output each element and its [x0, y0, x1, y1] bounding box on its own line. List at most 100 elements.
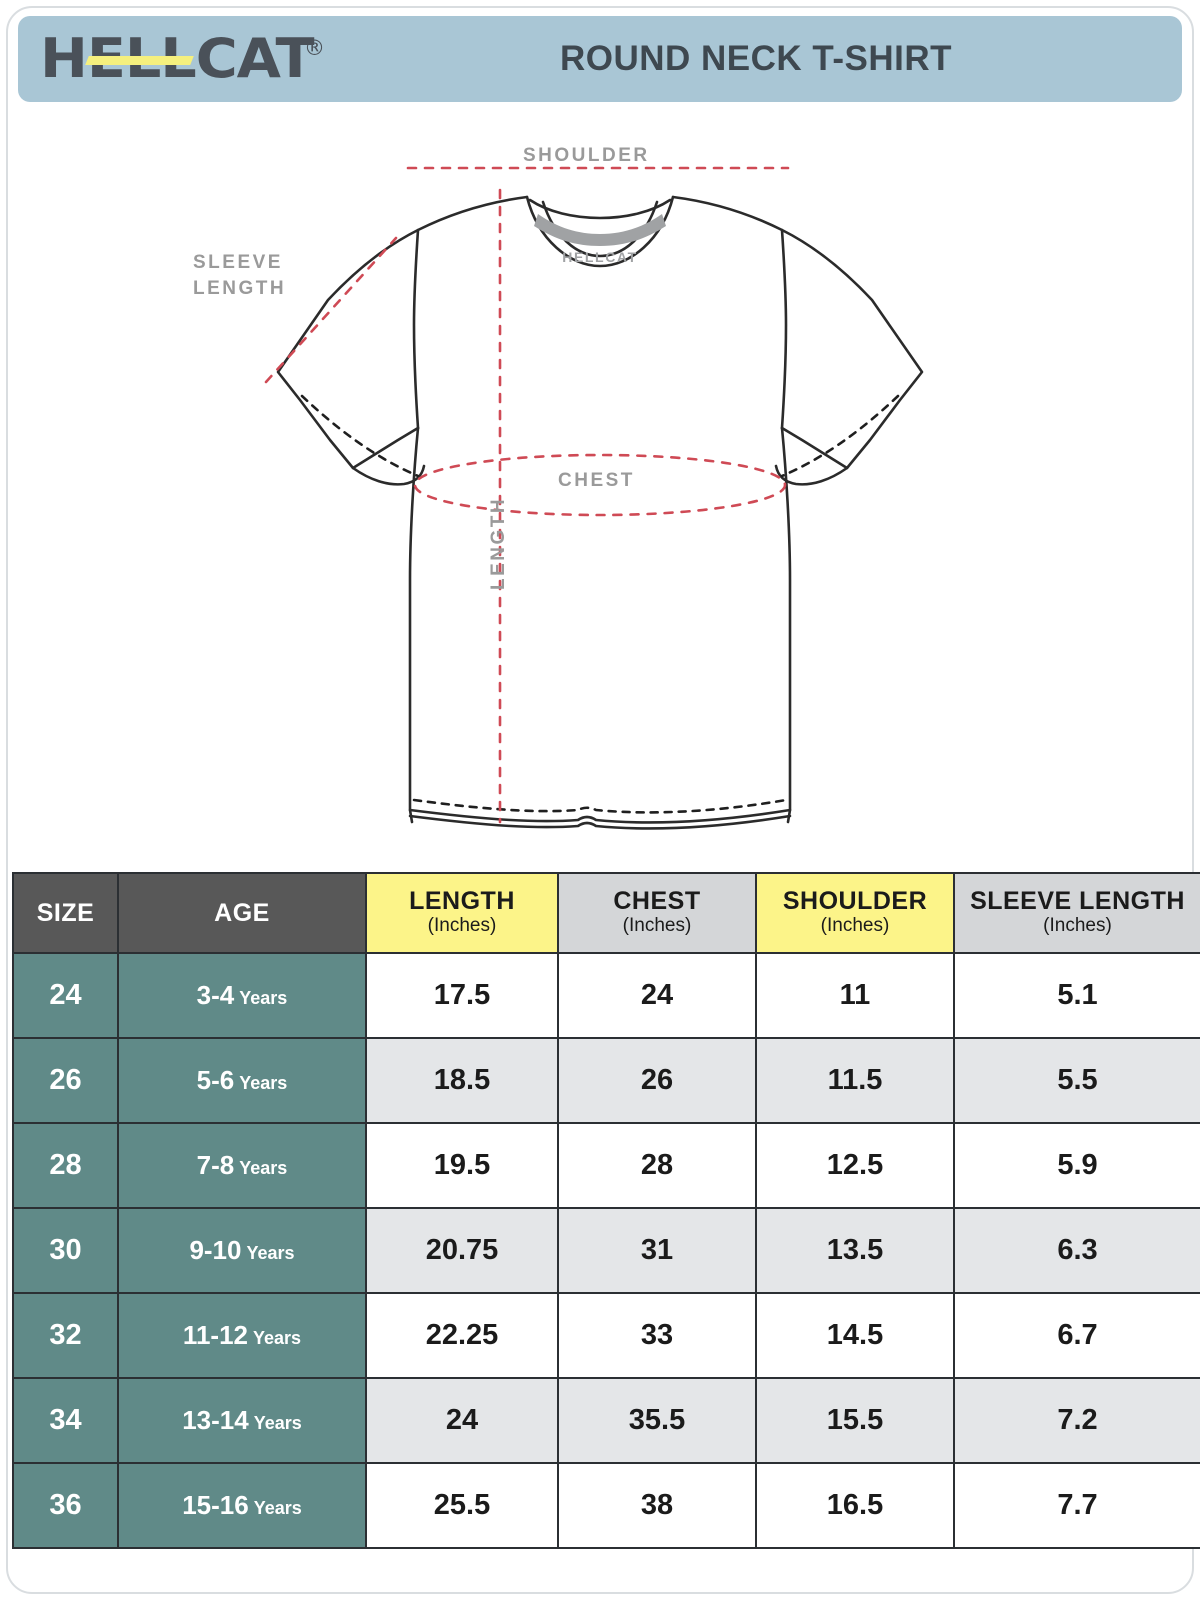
cell-age-range: 5-6 [196, 1065, 235, 1095]
cell-age-years: Years [253, 1413, 302, 1433]
cell-shoulder: 15.5 [755, 1377, 955, 1464]
cell-age: 9-10 Years [118, 1207, 367, 1294]
cell-age-years: Years [239, 988, 288, 1008]
cell-shoulder: 11 [755, 952, 955, 1039]
brand-wordmark: HELLCAT [40, 27, 315, 90]
cell-sleeve-length: 7.2 [953, 1377, 1200, 1464]
sleeve-length-dimension-label: SLEEVE LENGTH [193, 250, 286, 302]
cell-shoulder: 13.5 [755, 1207, 955, 1294]
cell-length: 25.5 [365, 1462, 559, 1549]
table-row: 24 3-4 Years 17.5 24 11 5.1 [12, 952, 1200, 1039]
cell-shoulder: 11.5 [755, 1037, 955, 1124]
tshirt-illustration: HELLCAT [264, 166, 924, 830]
size-chart-table: SIZE AGE LENGTH (Inches) CHEST (Inches) … [12, 872, 1200, 1549]
cell-size: 30 [12, 1207, 119, 1294]
table-body: 24 3-4 Years 17.5 24 11 5.1 26 5-6 Years 1… [12, 952, 1200, 1549]
cell-sleeve-length: 5.5 [953, 1037, 1200, 1124]
right-sleeve-stitch [780, 394, 900, 478]
cell-size: 24 [12, 952, 119, 1039]
cell-sleeve-length: 6.3 [953, 1207, 1200, 1294]
table-row: 26 5-6 Years 18.5 26 11.5 5.5 [12, 1037, 1200, 1124]
cell-age-range: 13-14 [182, 1405, 249, 1435]
table-row: 28 7-8 Years 19.5 28 12.5 5.9 [12, 1122, 1200, 1209]
table-header: SIZE AGE LENGTH (Inches) CHEST (Inches) … [12, 872, 1200, 954]
cell-length: 19.5 [365, 1122, 559, 1209]
column-header-length-unit: (Inches) [427, 914, 497, 936]
column-header-sleeve-length: SLEEVE LENGTH (Inches) [953, 872, 1200, 954]
column-header-chest-unit: (Inches) [622, 914, 692, 936]
sleeve-guide-line [264, 236, 398, 384]
column-header-sleeve-length-unit: (Inches) [1043, 914, 1112, 936]
cell-sleeve-length: 7.7 [953, 1462, 1200, 1549]
cell-age-range: 9-10 [189, 1235, 242, 1265]
cell-sleeve-length: 6.7 [953, 1292, 1200, 1379]
length-dimension-label: LENGTH [488, 496, 509, 590]
table-row: 30 9-10 Years 20.75 31 13.5 6.3 [12, 1207, 1200, 1294]
table-row: 34 13-14 Years 24 35.5 15.5 7.2 [12, 1377, 1200, 1464]
cell-size: 26 [12, 1037, 119, 1124]
column-header-sleeve-length-label: SLEEVE LENGTH [970, 886, 1185, 915]
column-header-age-label: AGE [214, 898, 270, 927]
cell-sleeve-length: 5.1 [953, 952, 1200, 1039]
neck-label-text: HELLCAT [562, 249, 638, 265]
cell-age: 15-16 Years [118, 1462, 367, 1549]
cell-chest: 24 [557, 952, 757, 1039]
cell-age-years: Years [253, 1328, 302, 1348]
sleeve-label-line2: LENGTH [193, 278, 287, 299]
cell-age-years: Years [253, 1498, 302, 1518]
tshirt-diagram: HELLCAT SHOULDER SLEEVE LENGTH [18, 110, 1182, 860]
table-row: 36 15-16 Years 25.5 38 16.5 7.7 [12, 1462, 1200, 1549]
cell-size: 32 [12, 1292, 119, 1379]
cell-length: 22.25 [365, 1292, 559, 1379]
cell-age-range: 15-16 [182, 1490, 249, 1520]
column-header-length: LENGTH (Inches) [365, 872, 559, 954]
cell-chest: 38 [557, 1462, 757, 1549]
cell-shoulder: 12.5 [755, 1122, 955, 1209]
table-header-row: SIZE AGE LENGTH (Inches) CHEST (Inches) … [12, 872, 1200, 954]
cell-age-range: 11-12 [182, 1320, 248, 1350]
cell-size: 34 [12, 1377, 119, 1464]
cell-size: 28 [12, 1122, 119, 1209]
cell-shoulder: 14.5 [755, 1292, 955, 1379]
column-header-chest-label: CHEST [613, 886, 701, 915]
column-header-length-label: LENGTH [409, 886, 515, 915]
cell-chest: 28 [557, 1122, 757, 1209]
cell-age-years: Years [246, 1243, 295, 1263]
cell-length: 17.5 [365, 952, 559, 1039]
table-row: 32 11-12 Years 22.25 33 14.5 6.7 [12, 1292, 1200, 1379]
page-title: ROUND NECK T-SHIRT [559, 39, 953, 78]
cell-chest: 35.5 [557, 1377, 757, 1464]
hem-stitch [412, 798, 788, 814]
cell-shoulder: 16.5 [755, 1462, 955, 1549]
cell-age-range: 3-4 [196, 980, 235, 1010]
cell-age: 7-8 Years [118, 1122, 367, 1209]
cell-sleeve-length: 5.9 [953, 1122, 1200, 1209]
column-header-shoulder: SHOULDER (Inches) [755, 872, 955, 954]
cell-age: 13-14 Years [118, 1377, 367, 1464]
cell-age: 5-6 Years [118, 1037, 367, 1124]
cell-age-years: Years [239, 1158, 288, 1178]
registered-trademark-icon: ® [303, 36, 325, 60]
cell-age: 3-4 Years [118, 952, 367, 1039]
cell-chest: 26 [557, 1037, 757, 1124]
left-sleeve-stitch [300, 394, 420, 478]
column-header-shoulder-unit: (Inches) [820, 914, 890, 936]
cell-chest: 31 [557, 1207, 757, 1294]
cell-size: 36 [12, 1462, 119, 1549]
cell-age: 11-12 Years [118, 1292, 367, 1379]
cell-chest: 33 [557, 1292, 757, 1379]
shoulder-dimension-label: SHOULDER [523, 145, 650, 166]
sleeve-label-line1: SLEEVE [193, 252, 283, 273]
cell-length: 18.5 [365, 1037, 559, 1124]
cell-length: 24 [365, 1377, 559, 1464]
cell-length: 20.75 [365, 1207, 559, 1294]
cell-age-years: Years [239, 1073, 288, 1093]
column-header-age: AGE [118, 872, 367, 954]
column-header-size-label: SIZE [36, 898, 95, 927]
column-header-chest: CHEST (Inches) [557, 872, 757, 954]
header-banner: HELLCAT ® ROUND NECK T-SHIRT [18, 16, 1182, 102]
cell-age-range: 7-8 [196, 1150, 235, 1180]
brand-logo: HELLCAT ® [40, 32, 460, 86]
collar-shading [534, 214, 666, 246]
